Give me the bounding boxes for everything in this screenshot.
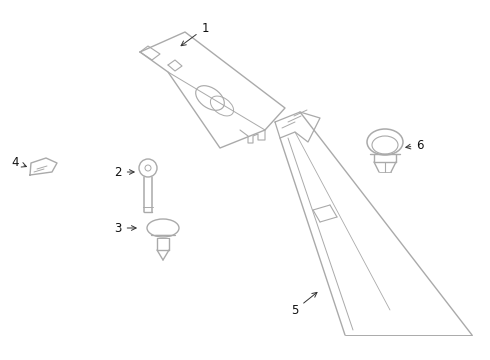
Text: 1: 1: [181, 22, 209, 46]
Text: 6: 6: [406, 139, 424, 152]
Text: 2: 2: [114, 166, 134, 179]
Text: 4: 4: [11, 156, 26, 168]
Text: 5: 5: [292, 292, 317, 316]
Text: 3: 3: [114, 221, 136, 234]
